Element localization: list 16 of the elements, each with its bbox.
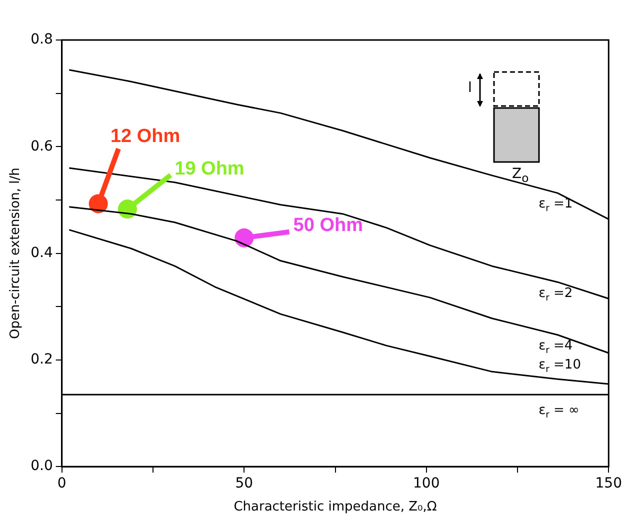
x-tick-label: 50 <box>235 476 254 492</box>
y-tick-label: 0.2 <box>30 352 53 368</box>
y-tick-label: 0.0 <box>30 458 53 474</box>
y-axis-title: Open-circuit extension, l/h <box>8 168 24 339</box>
x-tick-label: 0 <box>57 476 66 492</box>
annotation: 19 Ohm <box>174 158 244 180</box>
y-tick-label: 0.8 <box>30 32 53 48</box>
y-tick-label: 0.4 <box>30 244 53 261</box>
annotation: Z$_{o}$ <box>512 166 529 186</box>
x-axis-title: Characteristic impedance, Z₀,Ω <box>234 500 437 515</box>
y-tick-label: 0.6 <box>30 138 53 154</box>
annotation: 12 Ohm <box>110 126 180 147</box>
x-tick-label: 100 <box>413 476 440 492</box>
annotation: l <box>468 80 472 96</box>
x-tick-label: 150 <box>595 476 622 492</box>
annotation: 50 Ohm <box>293 215 363 236</box>
